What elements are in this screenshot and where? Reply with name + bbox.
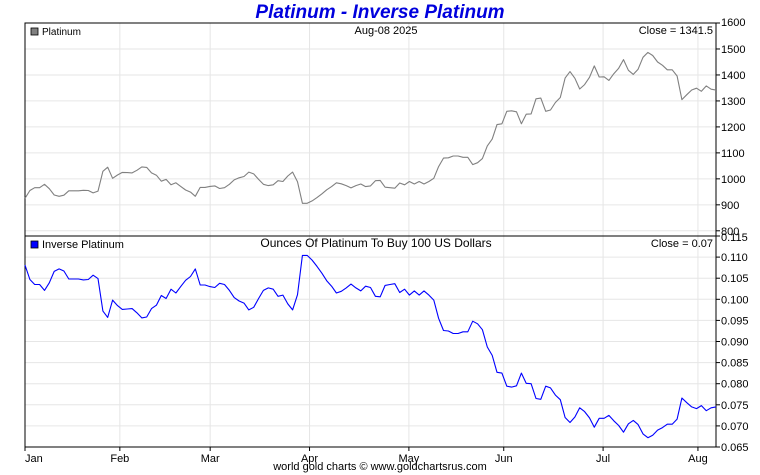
x-tick-label: Jun: [495, 453, 513, 465]
close-label: Close = 1341.5: [639, 25, 713, 37]
legend-swatch: [30, 240, 39, 249]
label-layer: 800 900 1000 1100 1200 1300 1400 1500 1600 Platin…: [25, 17, 749, 465]
y-tick-label: 0.085: [721, 358, 749, 370]
panel-frame: [24, 22, 717, 237]
chart-title: Platinum - Inverse Platinum: [255, 2, 505, 23]
y-tick-label: 1100: [721, 148, 745, 160]
y-tick-label: 1400: [721, 70, 745, 82]
x-tick-label: Aug: [688, 453, 708, 465]
x-tick-label: Apr: [301, 453, 318, 465]
close-label: Close = 0.07: [651, 238, 713, 250]
y-tick-label: 1300: [721, 96, 745, 108]
frame-layer: [24, 22, 720, 451]
y-tick-label: 0.080: [721, 379, 749, 391]
y-tick-label: 1200: [721, 122, 745, 134]
y-tick-label: 0.110: [721, 252, 748, 264]
legend-label: Platinum: [42, 27, 81, 38]
x-tick-label: Mar: [201, 453, 220, 465]
grid-layer: [24, 23, 716, 447]
panel-frame: [24, 235, 717, 448]
y-tick-label: 0.105: [721, 273, 749, 285]
center-label: Ounces Of Platinum To Buy 100 US Dollars: [260, 236, 491, 250]
center-label: Aug-08 2025: [355, 25, 418, 37]
series-layer: [24, 51, 717, 439]
x-tick-label: Jan: [25, 453, 43, 465]
series-line: [24, 51, 717, 204]
legend-swatch: [30, 27, 39, 36]
y-tick-label: 0.065: [721, 442, 749, 454]
x-tick-label: May: [398, 453, 419, 465]
y-tick-label: 800: [721, 226, 739, 238]
footer-credit: world gold charts © www.goldchartsrus.co…: [273, 461, 487, 473]
y-tick-label: 0.100: [721, 294, 749, 306]
y-tick-label: 0.070: [721, 421, 749, 433]
y-tick-label: 0.090: [721, 337, 749, 349]
y-tick-label: 900: [721, 200, 739, 212]
legend-label: Inverse Platinum: [42, 239, 124, 251]
x-tick-label: Jul: [596, 453, 610, 465]
y-tick-label: 1000: [721, 174, 745, 186]
series-line: [24, 254, 717, 439]
y-tick-label: 0.115: [721, 232, 748, 244]
y-tick-label: 0.095: [721, 315, 749, 327]
y-tick-label: 1600: [721, 17, 745, 29]
y-tick-label: 1500: [721, 44, 745, 56]
x-tick-label: Feb: [110, 453, 129, 465]
y-tick-label: 0.075: [721, 400, 749, 412]
